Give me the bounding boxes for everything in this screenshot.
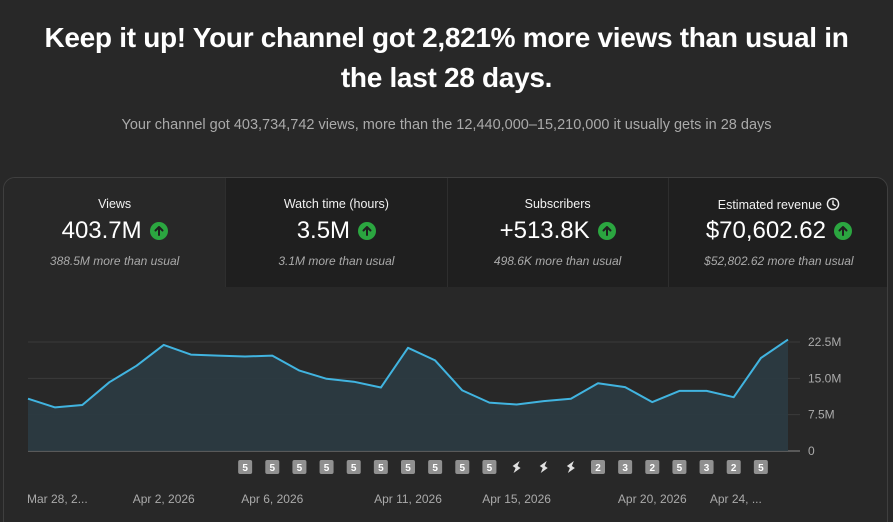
shorts-marker[interactable] <box>563 460 578 474</box>
arrow-up-icon <box>149 222 168 240</box>
upload-count: 2 <box>595 463 601 474</box>
upload-count: 2 <box>731 463 737 474</box>
upload-marker[interactable]: 2 <box>645 460 660 474</box>
upload-count: 5 <box>677 463 683 474</box>
upload-marker[interactable]: 5 <box>401 460 415 474</box>
upload-count: 3 <box>704 463 710 474</box>
metric-note: $52,802.62 more than usual <box>704 254 854 268</box>
upload-marker[interactable]: 2 <box>591 460 605 474</box>
metric-value: $70,602.62 <box>705 217 826 244</box>
upload-marker[interactable]: 5 <box>346 460 361 474</box>
upload-count: 5 <box>460 463 466 474</box>
upload-count: 5 <box>242 463 248 474</box>
upload-count: 5 <box>405 463 411 474</box>
metric-label: Estimated revenue <box>669 197 887 214</box>
shorts-icon <box>566 461 575 473</box>
upload-count: 5 <box>487 463 493 474</box>
upload-marker[interactable]: 5 <box>672 460 687 474</box>
metric-label: Subscribers <box>524 197 591 211</box>
clock-icon[interactable] <box>826 197 840 214</box>
arrow-up-icon <box>597 222 616 240</box>
headline: Keep it up! Your channel got 2,821% more… <box>44 22 849 93</box>
metric-tab-revenue[interactable]: Estimated revenue $70,602.62 $52,802.62 … <box>667 178 887 287</box>
upload-count: 5 <box>297 463 303 474</box>
arrow-up-icon <box>358 222 377 240</box>
upload-count: 5 <box>270 463 276 474</box>
upload-marker[interactable]: 5 <box>455 460 470 474</box>
metric-note: 388.5M more than usual <box>49 254 180 268</box>
metric-label: Watch time (hours) <box>283 197 389 211</box>
upload-count: 5 <box>432 463 438 474</box>
upload-marker[interactable]: 5 <box>428 460 443 474</box>
arrow-up-icon <box>833 222 852 240</box>
upload-marker[interactable]: 5 <box>373 460 388 474</box>
metric-label: Views <box>98 197 132 211</box>
metric-tab-subscribers[interactable]: Subscribers +513.8K 498.6K more than usu… <box>446 178 668 287</box>
upload-marker[interactable]: 2 <box>726 460 741 474</box>
metric-note: 498.6K more than usual <box>493 254 622 268</box>
shorts-icon <box>539 461 548 473</box>
upload-marker[interactable]: 5 <box>482 460 497 474</box>
shorts-marker[interactable] <box>509 460 524 474</box>
upload-count: 5 <box>351 463 357 474</box>
upload-count: 5 <box>378 463 384 474</box>
shorts-marker[interactable] <box>536 460 551 474</box>
upload-count: 5 <box>324 463 330 474</box>
upload-marker[interactable]: 5 <box>292 460 307 474</box>
metric-tab-views[interactable]: Views 403.7M 388.5M more than usual <box>4 178 226 287</box>
upload-count: 5 <box>758 463 764 474</box>
metric-label-text: Estimated revenue <box>717 198 822 212</box>
upload-marker[interactable]: 3 <box>618 460 633 474</box>
metric-value: +513.8K <box>499 217 590 244</box>
metric-tab-watch-time[interactable]: Watch time (hours) 3.5M 3.1M more than u… <box>225 178 447 287</box>
metric-value: 403.7M <box>61 217 142 244</box>
metric-note: 3.1M more than usual <box>278 254 395 268</box>
upload-count: 2 <box>650 463 656 474</box>
metric-tabs: Views 403.7M 388.5M more than usual Watc… <box>4 178 887 287</box>
upload-marker[interactable]: 5 <box>265 460 280 474</box>
metric-value: 3.5M <box>296 217 351 244</box>
shorts-icon <box>512 461 521 473</box>
upload-marker[interactable]: 5 <box>753 460 768 474</box>
upload-marker[interactable]: 5 <box>319 460 334 474</box>
upload-marker[interactable]: 3 <box>699 460 714 474</box>
upload-count: 3 <box>622 463 628 474</box>
subline: Your channel got 403,734,742 views, more… <box>121 117 772 133</box>
upload-marker[interactable]: 5 <box>238 460 253 474</box>
